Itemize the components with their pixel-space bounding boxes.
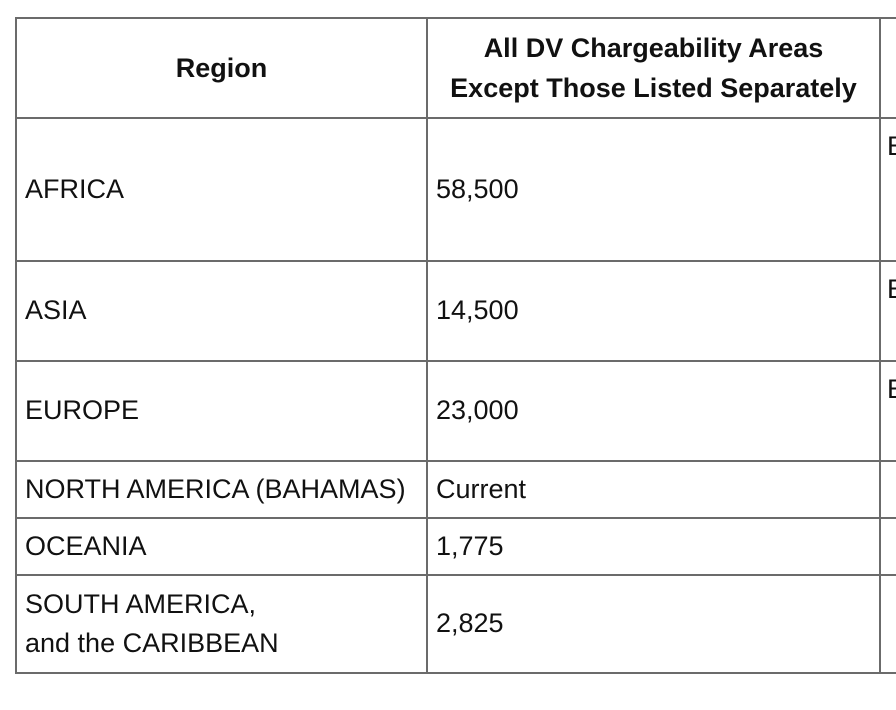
third-column-cell: E [879,260,896,362]
third-column-text: E [887,270,896,309]
table-row-africa: AFRICA 58,500 E [15,117,896,262]
third-column-cell [879,574,896,674]
table-row-oceania: OCEANIA 1,775 [15,517,896,576]
region-cell: EUROPE [15,360,428,462]
table-row-europe: EUROPE 23,000 E [15,360,896,462]
value-cell: 1,775 [426,517,881,576]
region-cell: OCEANIA [15,517,428,576]
third-column-text: E [887,127,896,166]
table-row-asia: ASIA 14,500 E [15,260,896,362]
header-region: Region [15,17,428,119]
region-cell: NORTH AMERICA (BAHAMAS) [15,460,428,519]
value-cell: 58,500 [426,117,881,262]
value-cell: 23,000 [426,360,881,462]
third-column-cell [879,517,896,576]
region-cell: ASIA [15,260,428,362]
visa-bulletin-table: Region All DV Chargeability Areas Except… [15,17,896,674]
third-column-text: E [887,370,896,409]
region-cell: SOUTH AMERICA, and the CARIBBEAN [15,574,428,674]
value-cell: Current [426,460,881,519]
value-cell: 2,825 [426,574,881,674]
third-column-cell: E [879,360,896,462]
header-row: Region All DV Chargeability Areas Except… [15,17,896,119]
third-column-cell [879,460,896,519]
value-cell: 14,500 [426,260,881,362]
header-all-areas: All DV Chargeability Areas Except Those … [426,17,881,119]
table-row-north-america: NORTH AMERICA (BAHAMAS) Current [15,460,896,519]
table-row-south-america: SOUTH AMERICA, and the CARIBBEAN 2,825 [15,574,896,674]
region-cell: AFRICA [15,117,428,262]
visa-bulletin-table-container: Region All DV Chargeability Areas Except… [15,17,896,674]
third-column-cell: E [879,117,896,262]
header-third-column [879,17,896,119]
